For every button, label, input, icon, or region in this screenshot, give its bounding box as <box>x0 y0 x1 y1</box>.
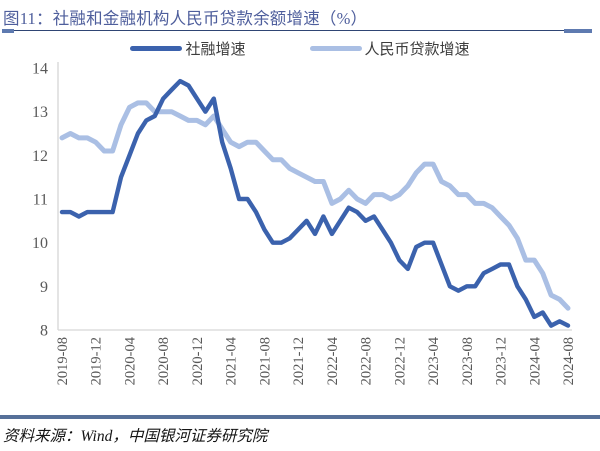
x-tick-label: 2024-04 <box>527 336 543 385</box>
y-tick-label: 14 <box>32 61 48 78</box>
y-tick-label: 9 <box>40 279 48 296</box>
y-tick-label: 13 <box>32 104 48 121</box>
rmb-loan-legend-label: 人民币贷款增速 <box>364 42 470 58</box>
x-tick-label: 2022-08 <box>359 337 375 385</box>
y-tick-label: 8 <box>40 323 48 340</box>
x-tick-label: 2021-12 <box>291 337 307 385</box>
line-chart: 8 9 10 11 12 13 14 2019-08 2019-12 2020-04 2020-08… <box>32 61 577 386</box>
x-tick-label: 2023-12 <box>494 337 510 385</box>
x-tick-label: 2022-12 <box>392 337 408 385</box>
x-tick-label: 2019-12 <box>89 337 105 385</box>
x-tick-label: 2019-08 <box>55 337 71 385</box>
x-tick-label: 2023-04 <box>426 336 442 385</box>
title-divider-left-cap <box>2 29 14 33</box>
x-tick-label: 2022-04 <box>325 336 341 385</box>
tsf-line-swatch <box>130 46 183 51</box>
tsf-growth-line <box>59 78 571 328</box>
y-tick-label: 11 <box>33 192 48 209</box>
chart-legend: 社融增速 人民币贷款增速 <box>0 38 600 59</box>
x-tick-label: 2023-08 <box>460 337 476 385</box>
rmb-loan-growth-line <box>59 100 571 311</box>
y-tick-label: 10 <box>32 235 48 252</box>
x-tick-label: 2021-08 <box>257 337 273 385</box>
figure-title: 图11：社融和金融机构人民币贷款余额增速（%） <box>3 9 368 28</box>
x-tick-label: 2020-12 <box>190 337 206 385</box>
x-tick-label: 2020-08 <box>156 337 172 385</box>
legend-item-tsf: 社融增速 <box>130 38 246 59</box>
source-text: 资料来源：Wind，中国银河证券研究院 <box>3 428 268 445</box>
x-tick-label: 2021-04 <box>224 336 240 385</box>
title-divider-right-cap <box>564 29 592 33</box>
legend-item-rmb-loan: 人民币贷款增速 <box>309 38 470 59</box>
y-tick-label: 12 <box>32 148 48 165</box>
x-tick-label: 2020-04 <box>123 336 139 385</box>
source-divider <box>0 415 600 419</box>
rmb-loan-line-swatch <box>309 46 362 51</box>
x-tick-label: 2024-08 <box>561 337 577 385</box>
title-divider-line <box>2 30 592 32</box>
tsf-legend-label: 社融增速 <box>185 42 246 58</box>
title-divider <box>2 29 592 33</box>
